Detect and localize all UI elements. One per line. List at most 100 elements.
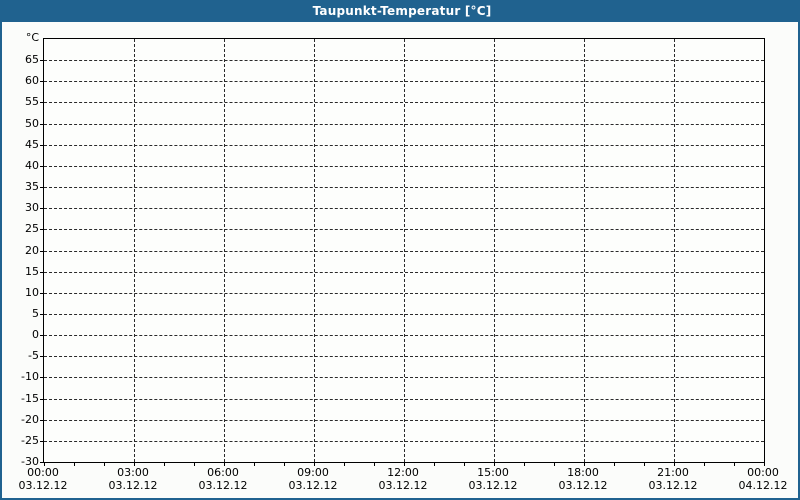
- x-axis-tick: [104, 462, 105, 466]
- x-axis-tick: [434, 462, 435, 466]
- x-axis-tick: [644, 462, 645, 466]
- y-axis-tick-label: 25: [25, 222, 39, 236]
- y-axis-tick-label: 5: [32, 306, 39, 320]
- x-axis-tick-label: 00:00 04.12.12: [723, 466, 798, 493]
- y-axis-tick: [40, 123, 44, 125]
- y-axis-tick: [40, 60, 44, 62]
- y-axis-tick-label: 55: [25, 95, 39, 109]
- x-axis-tick-label-time: 18:00: [567, 466, 599, 479]
- y-axis-tick: [40, 187, 44, 189]
- x-axis-tick-label-time: 03:00: [117, 466, 149, 479]
- y-axis-tick: [40, 356, 44, 358]
- x-axis-tick-label: 21:00 03.12.12: [633, 466, 713, 493]
- y-axis-tick-label: 50: [25, 116, 39, 130]
- x-axis-tick-label-date: 03.12.12: [198, 479, 248, 492]
- x-axis-tick-label: 18:00 03.12.12: [543, 466, 623, 493]
- x-axis-tick-label-date: 03.12.12: [18, 479, 68, 492]
- gridline-vertical: [314, 39, 315, 462]
- x-axis-tick-label-time: 21:00: [657, 466, 689, 479]
- x-axis-tick-label-time: 09:00: [297, 466, 329, 479]
- x-axis-tick-label-date: 03.12.12: [558, 479, 608, 492]
- y-axis-tick: [40, 462, 44, 463]
- window-title-bar: Taupunkt-Temperatur [°C]: [2, 0, 798, 22]
- y-axis-tick-label: -15: [21, 391, 39, 405]
- y-axis-tick: [40, 250, 44, 252]
- x-axis-tick-label: 03:00 03.12.12: [93, 466, 173, 493]
- y-axis-tick: [40, 335, 44, 337]
- y-axis: °C 65 60 55 50 45 40 35 30 25 20 15 10 5 0 -5 -10 -15 -20…: [5, 22, 39, 498]
- x-axis-tick: [374, 462, 375, 466]
- x-axis-tick: [314, 462, 315, 466]
- x-axis-tick-label-time: 00:00: [747, 466, 779, 479]
- x-axis-tick: [704, 462, 705, 466]
- x-axis-tick: [494, 462, 495, 466]
- x-axis-tick: [254, 462, 255, 466]
- page-title: Taupunkt-Temperatur [°C]: [312, 4, 492, 18]
- y-axis-tick-label: 60: [25, 74, 39, 88]
- x-axis-tick-label-time: 15:00: [477, 466, 509, 479]
- x-axis-tick: [134, 462, 135, 466]
- x-axis-tick: [74, 462, 75, 466]
- gridline-vertical: [134, 39, 135, 462]
- y-axis-tick: [40, 208, 44, 210]
- y-axis-tick-label: -25: [21, 433, 39, 447]
- y-axis-tick: [40, 419, 44, 421]
- y-axis-tick: [40, 229, 44, 231]
- x-axis-tick: [284, 462, 285, 466]
- y-axis-tick: [40, 292, 44, 294]
- y-axis-tick-label: 40: [25, 158, 39, 172]
- x-axis-tick-label: 06:00 03.12.12: [183, 466, 263, 493]
- x-axis-tick-label-time: 12:00: [387, 466, 419, 479]
- x-axis-tick: [524, 462, 525, 466]
- x-axis-tick: [404, 462, 405, 466]
- x-axis-tick: [194, 462, 195, 466]
- x-axis-tick-label-date: 03.12.12: [288, 479, 338, 492]
- gridline-vertical: [674, 39, 675, 462]
- x-axis-tick: [164, 462, 165, 466]
- y-axis-tick-label: 20: [25, 243, 39, 257]
- y-axis-tick: [40, 377, 44, 379]
- y-axis-tick: [40, 165, 44, 167]
- y-axis-unit-label: °C: [25, 31, 39, 45]
- x-axis-tick-label-time: 06:00: [207, 466, 239, 479]
- x-axis-tick: [344, 462, 345, 466]
- x-axis-tick-label-time: 00:00: [27, 466, 59, 479]
- y-axis-tick-label: 15: [25, 264, 39, 278]
- x-axis-tick-label-date: 03.12.12: [378, 479, 428, 492]
- x-axis-tick: [224, 462, 225, 466]
- x-axis-tick-label: 00:00 03.12.12: [3, 466, 83, 493]
- x-axis-tick-label: 15:00 03.12.12: [453, 466, 533, 493]
- x-axis-tick: [614, 462, 615, 466]
- y-axis-tick: [40, 398, 44, 400]
- y-axis-tick: [40, 271, 44, 273]
- y-axis-tick-label: -5: [28, 349, 39, 363]
- y-axis-tick-label: -30: [21, 455, 39, 468]
- x-axis-tick: [44, 462, 45, 466]
- gridline-vertical: [404, 39, 405, 462]
- y-axis-tick-label: 35: [25, 180, 39, 194]
- y-axis-tick-label: -20: [21, 412, 39, 426]
- y-axis-tick-label: 30: [25, 201, 39, 215]
- x-axis-tick-label: 09:00 03.12.12: [273, 466, 353, 493]
- y-axis-tick: [40, 440, 44, 442]
- y-axis-tick-label: 0: [32, 328, 39, 342]
- x-axis-tick: [464, 462, 465, 466]
- x-axis-tick-label-date: 03.12.12: [108, 479, 158, 492]
- chart-canvas: °C 65 60 55 50 45 40 35 30 25 20 15 10 5 0 -5 -10 -15 -20…: [2, 22, 798, 498]
- plot-area: [40, 38, 765, 466]
- x-axis-tick: [734, 462, 735, 466]
- x-axis-tick: [764, 462, 765, 466]
- x-axis: 00:00 03.12.12 03:00 03.12.12 06:00 03.12.12 0…: [2, 466, 798, 498]
- x-axis-tick-label: 12:00 03.12.12: [363, 466, 443, 493]
- y-axis-tick: [40, 81, 44, 83]
- x-axis-tick: [674, 462, 675, 466]
- y-axis-tick-label: -10: [21, 370, 39, 384]
- gridline-vertical: [494, 39, 495, 462]
- gridline-vertical: [584, 39, 585, 462]
- y-axis-tick-label: 65: [25, 53, 39, 67]
- y-axis-tick: [40, 144, 44, 146]
- y-axis-tick-label: 10: [25, 285, 39, 299]
- gridline-vertical: [224, 39, 225, 462]
- y-axis-tick-label: 45: [25, 137, 39, 151]
